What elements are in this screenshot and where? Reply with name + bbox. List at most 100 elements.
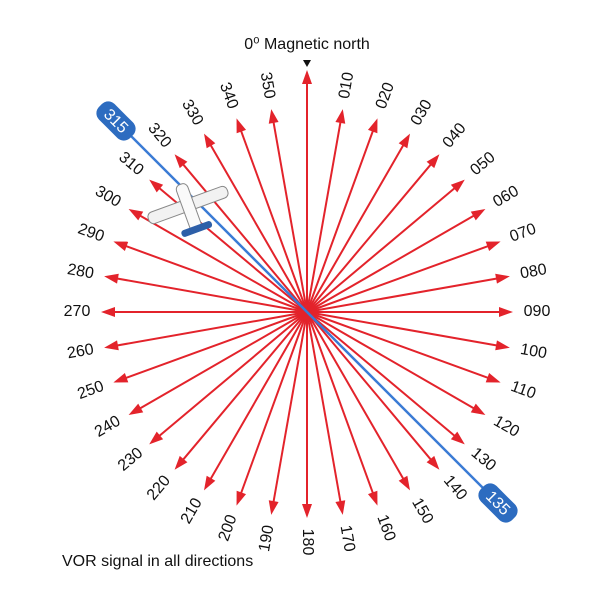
radial-line xyxy=(306,140,407,313)
radial-line xyxy=(306,276,503,313)
radial-arrowhead xyxy=(268,500,279,515)
radial-line xyxy=(238,125,308,313)
radial-label: 010 xyxy=(336,71,357,100)
radial-label: 200 xyxy=(216,512,241,543)
radial-label: 040 xyxy=(440,120,470,151)
radial-arrowhead xyxy=(470,403,486,415)
radial-arrowhead xyxy=(398,475,410,491)
radials: 010 0200300400500600700800901001101201301… xyxy=(64,70,551,556)
radial-arrowhead xyxy=(149,179,164,193)
radial-line xyxy=(238,311,308,499)
radial-arrowhead xyxy=(495,340,510,351)
tag-box xyxy=(478,483,518,523)
tag-box xyxy=(96,101,136,141)
caption: VOR signal in all directions xyxy=(62,553,253,570)
radial-line xyxy=(120,243,308,313)
radial-label: 050 xyxy=(467,149,498,179)
radial-label: 300 xyxy=(92,183,124,211)
radial-label: 100 xyxy=(519,341,548,362)
radial-arrowhead xyxy=(204,475,216,491)
radial-arrowhead xyxy=(236,490,247,506)
radial-line xyxy=(306,311,479,412)
radial-arrowhead xyxy=(426,455,440,470)
radial-label: 160 xyxy=(373,513,398,544)
radial-line xyxy=(306,243,494,313)
radial-line xyxy=(306,311,503,348)
radial-label: 110 xyxy=(508,378,538,403)
radial-label: 330 xyxy=(178,97,206,129)
radial-label: 060 xyxy=(490,183,522,211)
radial-label: 150 xyxy=(408,495,436,527)
radial-label: 350 xyxy=(257,71,278,100)
radial-line xyxy=(207,311,308,484)
radial-arrowhead xyxy=(128,403,144,415)
radial-line xyxy=(306,159,436,313)
radial-label: 180 xyxy=(299,529,316,556)
radial-label: 250 xyxy=(75,378,106,403)
radial-arrowhead xyxy=(104,340,119,351)
radial-label: 080 xyxy=(519,261,548,282)
radial-label: 320 xyxy=(144,120,174,151)
airplane xyxy=(147,183,229,237)
radial-line xyxy=(135,311,308,412)
radial-arrowhead xyxy=(485,372,501,383)
radial-line xyxy=(135,212,308,313)
radial-label: 260 xyxy=(66,341,95,362)
radial-line xyxy=(271,311,308,508)
radial-label: 070 xyxy=(508,220,539,245)
radial-arrowhead xyxy=(499,307,513,317)
radial-line xyxy=(306,212,479,313)
radial-arrowhead xyxy=(101,307,115,317)
radial-label: 090 xyxy=(524,303,551,320)
north-label: 0⁰ Magnetic north xyxy=(244,36,370,53)
radial-label: 230 xyxy=(115,444,146,474)
radial-arrowhead xyxy=(335,109,346,124)
radial-label: 270 xyxy=(64,303,91,320)
radial-label: 290 xyxy=(76,221,107,246)
radial-label: 210 xyxy=(178,495,206,527)
radial-label: 130 xyxy=(468,445,499,475)
radial-arrowhead xyxy=(302,70,312,84)
radial-line xyxy=(306,183,460,313)
radial-line xyxy=(306,311,460,441)
plane-tail xyxy=(181,221,213,237)
radial-line xyxy=(306,311,376,499)
radial-label: 310 xyxy=(115,149,146,179)
radial-arrowhead xyxy=(485,241,501,252)
radial-label: 120 xyxy=(491,413,523,441)
radial-line xyxy=(306,311,436,465)
radial-arrowhead xyxy=(450,179,465,193)
radial-line xyxy=(306,311,494,381)
radial-label: 030 xyxy=(408,97,436,129)
radial-line xyxy=(178,311,308,465)
radial-arrowhead xyxy=(113,372,129,383)
radial-line xyxy=(306,125,376,313)
radial-label: 190 xyxy=(256,524,277,553)
radial-arrowhead xyxy=(426,154,440,169)
radial-arrowhead xyxy=(113,241,129,252)
radial-line xyxy=(306,311,343,508)
radial-arrowhead xyxy=(495,273,510,284)
radial-arrowhead xyxy=(398,133,410,149)
radial-arrowhead xyxy=(204,133,216,149)
radial-line xyxy=(306,311,407,484)
north-marker xyxy=(303,60,311,67)
radial-line xyxy=(306,116,343,313)
radial-label: 240 xyxy=(92,413,124,441)
radial-arrowhead xyxy=(104,273,119,284)
radial-label: 170 xyxy=(337,524,358,553)
radial-arrowhead xyxy=(268,109,279,124)
radial-label: 280 xyxy=(66,261,95,282)
radial-arrowhead xyxy=(367,490,378,506)
radial-arrowhead xyxy=(128,209,144,221)
radial-line xyxy=(120,311,308,381)
radial-label: 020 xyxy=(373,80,398,111)
radial-arrowhead xyxy=(149,431,164,445)
radial-arrowhead xyxy=(236,118,247,134)
radial-label: 140 xyxy=(440,472,470,503)
radial-arrowhead xyxy=(367,118,378,134)
radial-label: 220 xyxy=(144,472,174,503)
radial-arrowhead xyxy=(174,455,188,470)
radial-line xyxy=(178,159,308,313)
radial-arrowhead xyxy=(302,504,312,518)
